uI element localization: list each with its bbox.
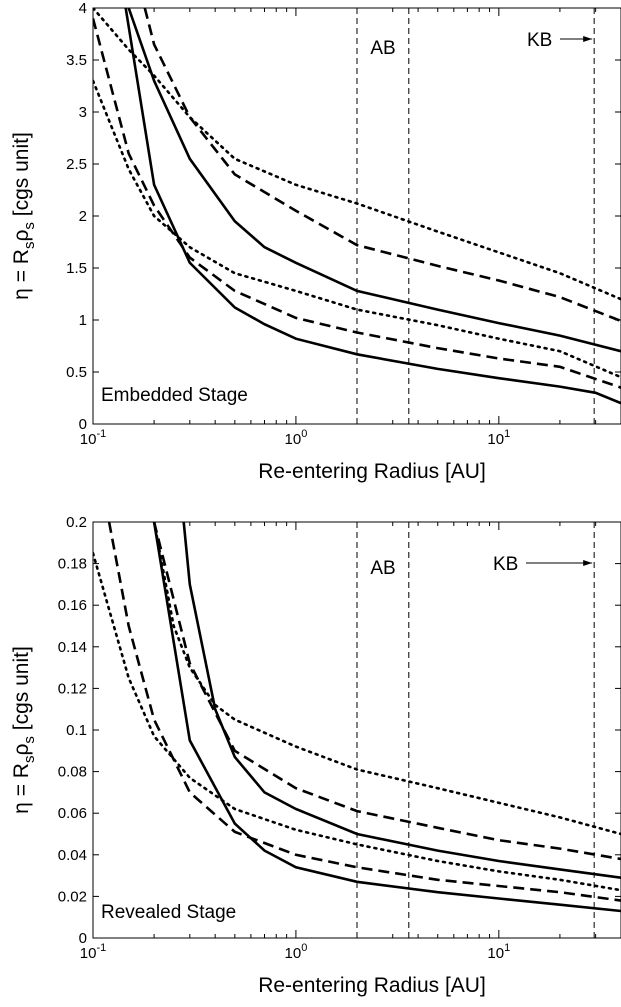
series-line-solid <box>152 522 621 913</box>
kb-arrow-head <box>583 560 593 566</box>
y-tick-label: 2 <box>79 208 87 225</box>
y-tick-label: 1 <box>79 312 87 329</box>
series-line-dashed <box>107 522 621 902</box>
y-tick-label: 0.02 <box>58 888 87 905</box>
y-axis-label: η = Rsρs [cgs unit] <box>10 132 38 300</box>
x-tick-label: 100 <box>285 942 308 962</box>
y-tick-label: 3.5 <box>66 52 87 69</box>
plot-frame <box>92 521 621 939</box>
y-tick-label: 0.5 <box>66 364 87 381</box>
series-line-dotted <box>93 79 621 379</box>
x-tick-label: 100 <box>285 428 308 448</box>
chart-panel-1: 0 0.5 1 1.5 2 2.5 3 3.5 4 10-1 100 101 AB KB Embedded … <box>10 0 621 483</box>
y-tick-label: 0.12 <box>58 680 87 697</box>
kb-label: KB <box>493 554 518 575</box>
series-line-dotted <box>93 8 621 301</box>
y-tick-label: 0.2 <box>66 514 87 531</box>
series-line-solid <box>182 522 621 879</box>
x-axis-label: Re-entering Radius [AU] <box>258 460 486 483</box>
y-tick-label: 3 <box>79 104 87 121</box>
series-line-solid <box>124 8 621 405</box>
series-line-solid <box>127 8 621 353</box>
kb-arrow-head <box>583 36 593 42</box>
x-tick-label: 101 <box>487 428 510 448</box>
stage-label: Embedded Stage <box>101 385 248 406</box>
plot-frame <box>92 7 621 425</box>
kb-label: KB <box>527 30 552 51</box>
y-tick-label: 0 <box>79 930 87 947</box>
y-tick-label: 2.5 <box>66 156 87 173</box>
series-line-dotted <box>93 551 621 892</box>
x-axis-label: Re-entering Radius [AU] <box>258 974 486 997</box>
y-tick-label: 0.14 <box>58 639 87 656</box>
y-tick-label: 0.1 <box>66 722 87 739</box>
series-line-dotted <box>152 522 621 836</box>
ab-label: AB <box>370 38 395 59</box>
y-tick-label: 0.08 <box>58 764 87 781</box>
stage-label: Revealed Stage <box>101 902 236 923</box>
ab-label: AB <box>370 558 395 579</box>
y-tick-label: 0.04 <box>58 847 87 864</box>
x-tick-label: 101 <box>487 942 510 962</box>
x-tick-label: 10-1 <box>80 942 106 962</box>
series-line-dashed <box>143 8 621 323</box>
chart-panel-2: 0 0.02 0.04 0.06 0.08 0.1 0.12 0.14 0.16 0.18 0.2 1… <box>10 514 621 997</box>
y-tick-label: 0.06 <box>58 805 87 822</box>
y-tick-label: 0.18 <box>58 556 87 573</box>
y-tick-label: 4 <box>79 0 87 17</box>
series-line-dashed <box>93 18 621 389</box>
series-line-dashed <box>152 522 621 861</box>
y-tick-label: 0 <box>79 416 87 433</box>
y-tick-label: 0.16 <box>58 597 87 614</box>
x-tick-label: 10-1 <box>80 428 106 448</box>
y-tick-label: 1.5 <box>66 260 87 277</box>
y-axis-label: η = Rsρs [cgs unit] <box>10 646 38 814</box>
